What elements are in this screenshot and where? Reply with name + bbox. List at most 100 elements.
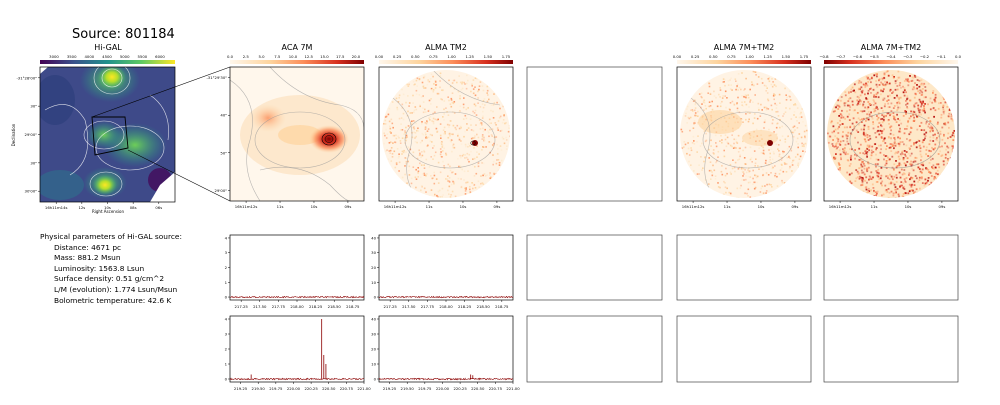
spectrum-frame xyxy=(378,315,514,383)
y-tick-label: 4 xyxy=(225,235,228,240)
y-tick-label: 29'00" xyxy=(25,132,38,137)
y-tick-label: 40" xyxy=(220,113,227,118)
spectrum-line xyxy=(229,377,364,381)
x-tick-label: 219.75 xyxy=(418,386,432,391)
x-tick-label: 220.75 xyxy=(340,386,354,391)
x-tick-label: 10s xyxy=(460,204,467,209)
colorbar-tick-label: 0.0 xyxy=(227,54,234,59)
y-tick-label: 30" xyxy=(30,160,37,165)
aca7m-colorbar xyxy=(230,60,364,64)
aca7m-panel: ACA 7M 0.0 2.5 5.0 7.5 10.0 12.5 15.0 17.5 20.0 … xyxy=(206,43,365,209)
colorbar-tick-label: −0.4 xyxy=(886,54,896,59)
colorbar-tick-label: 0.75 xyxy=(429,54,438,59)
param-distance: Distance: 4671 pc xyxy=(54,242,122,252)
x-tick-label: 218.00 xyxy=(290,304,304,309)
alma7mtm2-b-colorbar xyxy=(824,60,958,64)
alma7mtm2-title: ALMA 7M+TM2 xyxy=(714,43,774,52)
x-tick-label: 09s xyxy=(939,204,946,209)
higal-yticks: -31°28'00" 30" 29'00" 30" 30'00" xyxy=(16,75,40,194)
spectrum-frame xyxy=(229,315,365,383)
alma7mtm2-b-xticks: 16h11m12s 11s 10s 09s xyxy=(829,201,946,209)
colorbar-tick-label: 15.0 xyxy=(320,54,329,59)
colorbar-tick-label: −0.5 xyxy=(870,54,880,59)
almatm2-colorbar xyxy=(379,60,513,64)
spectra-panels: 0 1 2 3 4 217.25 217.50 217.75 218.00 218.25 218.5… xyxy=(225,234,520,391)
y-tick-label: 50" xyxy=(220,150,227,155)
colorbar-tick-label: 4000 xyxy=(84,54,94,59)
colorbar-tick-label: −0.3 xyxy=(903,54,913,59)
alma7mtm2-b-title: ALMA 7M+TM2 xyxy=(861,43,921,52)
x-tick-label: 16h11m12s xyxy=(829,204,852,209)
y-tick-label: 1 xyxy=(225,280,228,285)
y-tick-label: 2 xyxy=(225,265,228,270)
higal-panel: Hi-GAL 3000 3500 4000 4500 5000 5500 6000 xyxy=(11,43,231,214)
alma7mtm2-colorbar xyxy=(677,60,811,64)
colorbar-tick-label: 5.0 xyxy=(258,54,265,59)
x-tick-label: 09s xyxy=(792,204,799,209)
colorbar-tick-label: 4500 xyxy=(102,54,112,59)
x-tick-label: 217.25 xyxy=(235,304,249,309)
y-tick-label: 30'00" xyxy=(25,189,38,194)
x-tick-label: 217.50 xyxy=(402,304,416,309)
y-tick-label: 30" xyxy=(30,104,37,109)
higal-ylabel: Declination xyxy=(11,123,16,146)
x-tick-label: 219.25 xyxy=(234,386,248,391)
colorbar-tick-label: 1.25 xyxy=(763,54,772,59)
x-tick-label: 220.75 xyxy=(489,386,503,391)
source-title: Source: 801184 xyxy=(72,27,175,42)
colorbar-tick-label: 6000 xyxy=(155,54,165,59)
colorbar-tick-label: 3500 xyxy=(67,54,77,59)
y-tick-label: 4 xyxy=(225,317,228,322)
spectrum-line xyxy=(378,377,514,381)
param-lm-ratio: L/M (evolution): 1.774 Lsun/Msun xyxy=(54,284,178,294)
x-tick-label: 219.50 xyxy=(252,386,266,391)
colorbar-tick-label: 1.00 xyxy=(745,54,754,59)
colorbar-tick-label: 10.0 xyxy=(289,54,298,59)
y-tick-label: -31°28'00" xyxy=(16,75,37,80)
zoom-connector-bottom xyxy=(127,149,231,202)
x-tick-label: 09s xyxy=(345,204,352,209)
params-heading: Physical parameters of Hi-GAL source: xyxy=(40,232,182,241)
empty-image-panel xyxy=(526,66,663,202)
colorbar-tick-label: −0.6 xyxy=(853,54,863,59)
x-tick-label: 219.75 xyxy=(269,386,283,391)
colorbar-tick-label: 1.25 xyxy=(465,54,474,59)
param-luminosity: Luminosity: 1563.8 Lsun xyxy=(54,263,145,273)
x-tick-label: 16h11m12s xyxy=(235,204,258,209)
zoom-connector-top xyxy=(91,66,231,118)
aca7m-title: ACA 7M xyxy=(282,43,313,52)
colorbar-tick-label: 5500 xyxy=(137,54,147,59)
almatm2-panel: ALMA TM2 0.00 0.25 0.50 0.75 1.00 1.25 1.50 1.7… xyxy=(375,43,514,209)
x-tick-label: 218.75 xyxy=(346,304,360,309)
colorbar-tick-label: 1.00 xyxy=(447,54,456,59)
higal-xticks: 16h11m14s 12s 10s 08s 06s xyxy=(45,202,162,210)
y-tick-label: 0 xyxy=(225,295,228,300)
x-tick-label: 219.25 xyxy=(383,386,397,391)
alma7mtm2-image xyxy=(680,70,808,198)
colorbar-tick-label: 0.00 xyxy=(375,54,384,59)
x-tick-label: 217.75 xyxy=(421,304,435,309)
x-tick-label: 10s xyxy=(104,205,111,210)
colorbar-tick-label: 0.25 xyxy=(393,54,402,59)
colorbar-tick-label: 5000 xyxy=(120,54,130,59)
colorbar-tick-label: 12.5 xyxy=(305,54,314,59)
x-tick-label: 217.50 xyxy=(253,304,267,309)
x-tick-label: 16h11m14s xyxy=(45,205,68,210)
y-tick-label: 2 xyxy=(225,347,228,352)
colorbar-tick-label: 0.50 xyxy=(709,54,718,59)
spectrum-panel: 0 10 20 30 40 217.25 217.50 217.75 218.00 218.25 2… xyxy=(371,234,514,309)
y-tick-label: 10 xyxy=(371,280,376,285)
x-tick-label: 218.00 xyxy=(439,304,453,309)
x-tick-label: 218.50 xyxy=(328,304,342,309)
colorbar-tick-label: −0.8 xyxy=(819,54,829,59)
param-mass: Mass: 881.2 Msun xyxy=(54,253,121,263)
y-tick-label: 40 xyxy=(371,235,376,240)
colorbar-tick-label: 0.0 xyxy=(955,54,962,59)
x-tick-label: 221.00 xyxy=(357,386,371,391)
empty-spectrum-panel xyxy=(676,234,812,301)
x-tick-label: 08s xyxy=(130,205,137,210)
x-tick-label: 218.75 xyxy=(495,304,509,309)
spectrum-line xyxy=(378,295,514,299)
empty-spectrum-panel xyxy=(526,234,663,301)
